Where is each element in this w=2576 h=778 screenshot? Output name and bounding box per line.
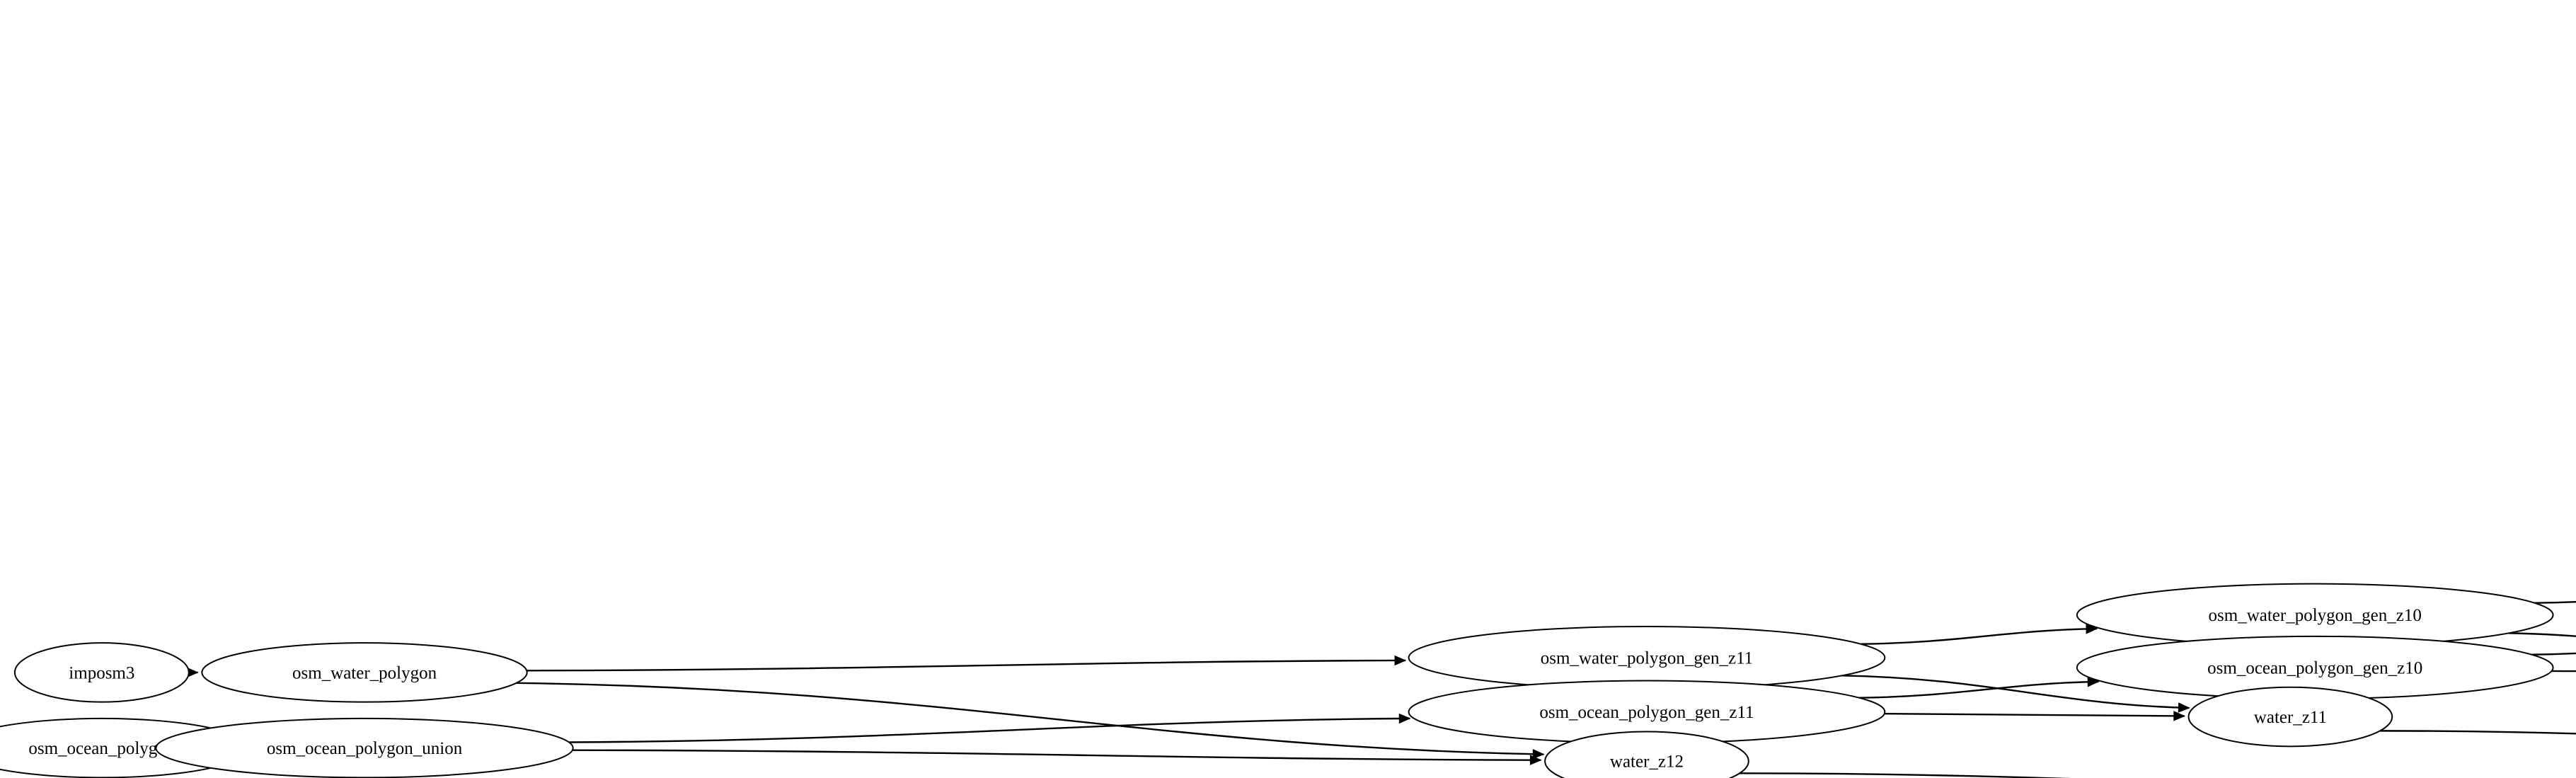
graph-node-osm-ocean-polygon-gen-z11[interactable]: osm_ocean_polygon_gen_z11 — [1408, 680, 1886, 744]
graph-edge — [2380, 730, 2576, 735]
graph-edge — [2531, 652, 2576, 656]
node-label: water_z11 — [2254, 708, 2327, 727]
graph-edge — [572, 749, 1541, 761]
node-shape — [2187, 686, 2393, 748]
node-shape — [155, 717, 574, 778]
graph-edge — [1884, 712, 2185, 717]
node-label: osm_ocean_polygon_gen_z11 — [1539, 703, 1754, 722]
node-label: osm_water_polygon — [292, 663, 437, 682]
graph-edge — [1740, 772, 2070, 778]
graph-node-osm-water-polygon[interactable]: osm_water_polygon — [201, 642, 528, 703]
node-label: osm_ocean_polygon — [28, 739, 175, 758]
edge-arrowhead — [2178, 702, 2190, 713]
graph-node-osm-water-polygon-gen-z10[interactable]: osm_water_polygon_gen_z10 — [2076, 583, 2554, 647]
graph-edge — [569, 717, 1410, 743]
edge-arrowhead — [2173, 711, 2186, 721]
graph-edge — [1841, 675, 2190, 709]
edge-arrowhead — [1398, 713, 1411, 724]
graph-edge — [527, 659, 1406, 672]
graph-edge — [1859, 680, 2099, 699]
node-label: imposm3 — [69, 663, 134, 682]
graph-edge — [1861, 627, 2098, 645]
graph-node-imposm3[interactable]: imposm3 — [13, 642, 190, 703]
graph-edge — [2508, 632, 2576, 637]
graph-edge — [516, 682, 1544, 755]
node-label: osm_ocean_polygon_union — [267, 739, 463, 758]
graph-node-osm-water-polygon-gen-z11[interactable]: osm_water_polygon_gen_z11 — [1408, 625, 1886, 690]
node-label: osm_water_polygon_gen_z11 — [1541, 649, 1753, 668]
node-shape — [13, 642, 190, 703]
edge-arrowhead — [1532, 748, 1545, 760]
node-label: osm_water_polygon_gen_z10 — [2209, 606, 2422, 625]
node-shape — [1544, 731, 1749, 778]
graph-node-water-z11[interactable]: water_z11 — [2187, 686, 2393, 748]
graph-node-water-z12[interactable]: water_z12 — [1544, 731, 1749, 778]
node-label: water_z12 — [1610, 753, 1684, 772]
graph-edge — [2551, 670, 2576, 673]
node-label: osm_ocean_polygon_gen_z10 — [2207, 658, 2422, 677]
graph-node-osm-ocean-polygon-gen-z10[interactable]: osm_ocean_polygon_gen_z10 — [2076, 635, 2554, 700]
graph-edge — [2534, 600, 2576, 604]
node-shape — [201, 642, 528, 703]
edge-arrowhead — [1394, 655, 1407, 666]
edge-arrowhead — [1529, 755, 1542, 765]
edges-layer — [151, 600, 2576, 778]
graph-node-osm-ocean-polygon-union[interactable]: osm_ocean_polygon_union — [155, 717, 574, 778]
